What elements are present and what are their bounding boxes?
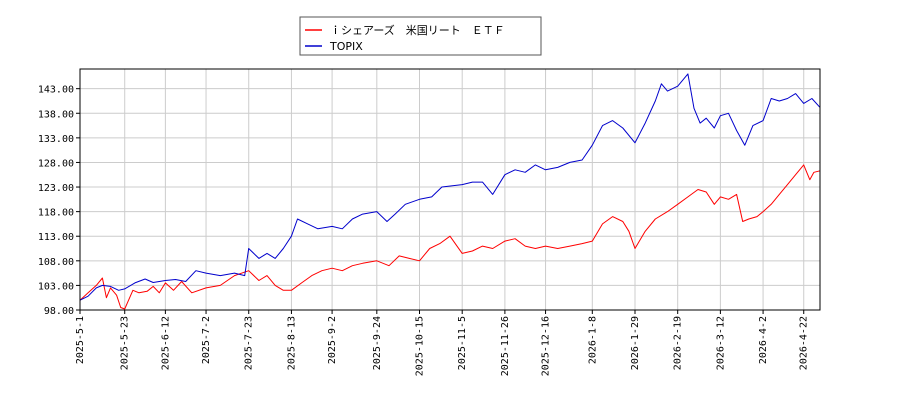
x-tick-label: 2025-7-23 xyxy=(244,316,255,370)
series-lines xyxy=(79,73,821,310)
x-tick-label: 2025-12-16 xyxy=(541,316,552,376)
x-tick-label: 2026-3-12 xyxy=(715,316,726,370)
x-axis-ticks: 2025-5-1 2025-5-23 2025-6-12 2025-7-2 2025-7… xyxy=(75,310,810,376)
x-tick-label: 2025-8-13 xyxy=(286,316,297,370)
x-tick-label: 2025-11-5 xyxy=(457,316,468,370)
series-line-1 xyxy=(79,164,821,310)
y-tick-label: 133.00 xyxy=(38,134,74,145)
x-tick-label: 2025-7-2 xyxy=(201,316,212,364)
y-tick-label: 103.00 xyxy=(38,281,74,292)
x-tick-label: 2025-10-15 xyxy=(415,316,426,376)
series-line-2 xyxy=(79,73,821,301)
x-tick-label: 2026-4-22 xyxy=(799,316,810,370)
y-tick-label: 143.00 xyxy=(38,85,74,96)
y-axis-ticks: 98.00 103.00 108.00 113.00 118.00 123.00 128.0… xyxy=(38,85,80,317)
x-tick-label: 2025-5-23 xyxy=(120,316,131,370)
x-tick-label: 2025-6-12 xyxy=(160,316,171,370)
x-tick-label: 2026-4-2 xyxy=(758,316,769,364)
x-tick-label: 2025-11-26 xyxy=(500,316,511,376)
x-tick-label: 2026-1-29 xyxy=(630,316,641,370)
legend-box xyxy=(299,16,542,56)
legend-label-series-2: TOPIX xyxy=(329,40,363,53)
y-tick-label: 128.00 xyxy=(38,158,74,169)
plot-frame xyxy=(79,68,821,311)
legend: ｉシェアーズ 米国リート ＥＴＦ TOPIX xyxy=(299,16,542,56)
y-tick-label: 98.00 xyxy=(44,306,74,317)
x-tick-label: 2026-2-19 xyxy=(673,316,684,370)
y-tick-label: 113.00 xyxy=(38,232,74,243)
legend-label-series-1: ｉシェアーズ 米国リート ＥＴＦ xyxy=(330,23,505,37)
y-tick-label: 108.00 xyxy=(38,257,74,268)
x-tick-label: 2026-1-8 xyxy=(587,316,598,364)
y-tick-label: 138.00 xyxy=(38,109,74,120)
x-tick-label: 2025-9-24 xyxy=(372,316,383,370)
x-tick-label: 2025-5-1 xyxy=(75,316,86,364)
y-tick-label: 123.00 xyxy=(38,183,74,194)
x-tick-label: 2025-9-2 xyxy=(327,316,338,364)
y-tick-label: 118.00 xyxy=(38,208,74,219)
